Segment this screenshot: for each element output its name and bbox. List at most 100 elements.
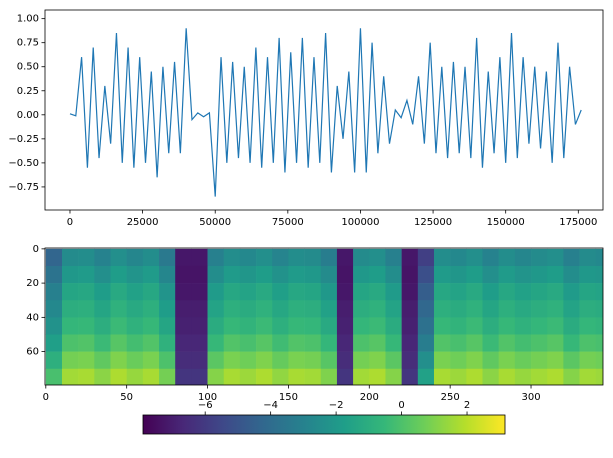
heatmap-cell [159,283,176,301]
heatmap-cell [239,300,257,318]
heatmap-cell [191,317,208,335]
heatmap-cell [175,265,192,284]
heatmap-cell [401,300,419,318]
y-tick-label: 60 [26,347,39,358]
heatmap-cell [175,351,192,370]
heatmap-cell [482,317,499,335]
heatmap-cell [207,248,225,267]
heatmap-cell [256,351,273,370]
x-tick-label: 50000 [199,217,231,228]
heatmap-cell [595,334,603,352]
heatmap-cell [563,317,580,335]
y-tick-label: 20 [26,278,39,289]
heatmap-cell [369,248,386,267]
heatmap-cell [191,334,208,352]
y-tick-label: −0.25 [8,134,39,145]
heatmap-cell [191,368,208,385]
heatmap-cell [369,265,386,284]
heatmap-cell [191,248,208,267]
heatmap-cell [531,351,548,370]
heatmap-cell [353,317,370,335]
heatmap-cell [256,368,273,385]
colorbar-tick-label: 2 [464,400,470,411]
heatmap-cell [288,368,305,385]
heatmap-cell [110,283,127,301]
heatmap-cell [223,300,241,318]
heatmap-cell [450,300,467,318]
heatmap-cell [239,368,257,385]
heatmap-cell [369,300,386,318]
heatmap-cell [401,265,419,284]
heatmap-cell [482,248,499,267]
heatmap-cell [498,300,516,318]
heatmap-cell [433,283,451,301]
heatmap-cell [401,248,419,267]
heatmap-cell [466,248,483,267]
heatmap-cell [272,300,289,318]
heatmap-cell [304,351,322,370]
colorbar-tick-label: −4 [263,400,278,411]
heatmap-cell [353,334,370,352]
heatmap-cell [207,351,225,370]
heatmap-cell [78,283,95,301]
axes-frame [44,9,604,211]
heatmap-cell [595,300,603,318]
heatmap-cell [514,334,532,352]
heatmap-cell [256,317,273,335]
heatmap-cell [482,283,499,301]
heatmap-cell [256,265,273,284]
heatmap-cell [110,300,127,318]
heatmap-cell [126,283,144,301]
heatmap-cell [142,265,160,284]
heatmap-cell [547,265,564,284]
heatmap-cell [531,300,548,318]
heatmap-cell [336,300,354,318]
heatmap-cell [223,351,241,370]
heatmap-cell [159,265,176,284]
heatmap-cell [353,368,370,385]
heatmap-cell [142,248,160,267]
x-tick-label: 200 [360,392,379,403]
heatmap-cell [223,248,241,267]
heatmap-cell [207,265,225,284]
heatmap-cell [45,317,63,335]
heatmap-cell [304,368,322,385]
heatmap-cell [369,334,386,352]
heatmap-cell [498,283,516,301]
heatmap-cell [207,368,225,385]
heatmap-cell [466,368,483,385]
heatmap-cell [401,283,419,301]
heatmap-cell [159,317,176,335]
heatmap-cell [320,351,338,370]
heatmap-cell [595,368,603,385]
x-tick-label: 25000 [127,217,159,228]
y-tick-label: 0 [33,244,39,255]
heatmap-cell [110,265,127,284]
heatmap-cell [61,317,79,335]
heatmap-cell [336,283,354,301]
heatmap-cell [369,283,386,301]
heatmap-cell [304,248,322,267]
heatmap-cell [401,317,419,335]
heatmap-cell [579,265,597,284]
heatmap-cell [353,248,370,267]
heatmap-cell [159,334,176,352]
heatmap-cell [353,351,370,370]
heatmap-cell [385,248,402,267]
heatmap-cell [207,300,225,318]
heatmap-cell [239,248,257,267]
heatmap-cell [466,283,483,301]
heatmap-cell [450,283,467,301]
heatmap-cell [78,265,95,284]
heatmap-cell [159,248,176,267]
x-tick-label: 0 [43,392,49,403]
heatmap-cell [320,300,338,318]
heatmap-cell [531,265,548,284]
heatmap-cell [385,265,402,284]
heatmap-cell [126,334,144,352]
heatmap-cell [450,351,467,370]
heatmap-cell [369,351,386,370]
heatmap-cell [110,368,127,385]
heatmap-cell [401,368,419,385]
heatmap-cell [61,265,79,284]
